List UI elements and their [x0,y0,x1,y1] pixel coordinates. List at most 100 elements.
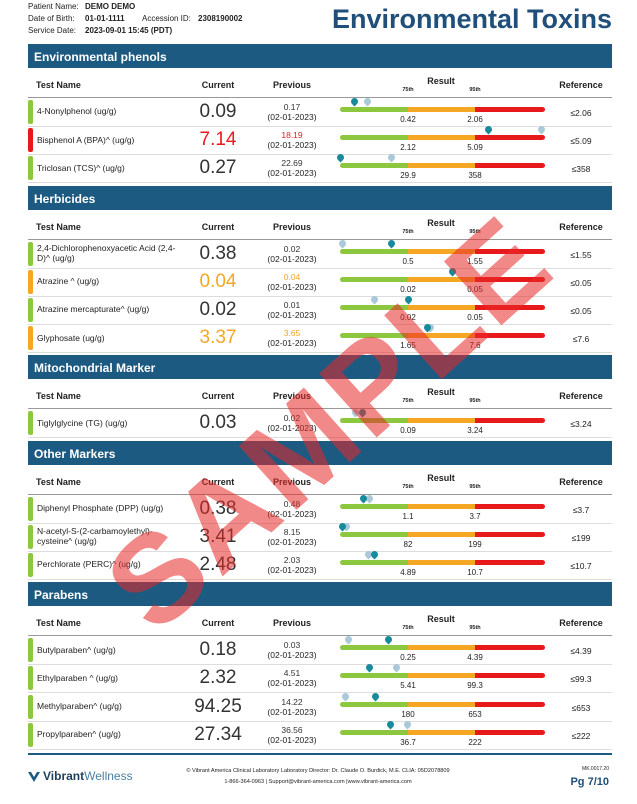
previous-date: (02-01-2023) [267,423,317,434]
reference: ≤3.24 [570,419,592,430]
column-header: 95th [469,625,481,632]
flag [28,638,33,663]
column-header: Previous [272,391,312,402]
row-rule [28,579,612,580]
test-name: N-acetyl-S-(2-carbamoylethyl)-cysteine^ … [37,526,153,546]
row-rule [28,437,612,439]
column-header: Test Name [36,80,81,90]
range-green [340,248,408,254]
p95-label: 2.06 [467,115,483,124]
p95-label: 7.6 [469,341,481,351]
flag [28,524,33,549]
logo-vibrant: Vibrant [43,769,85,783]
range-green [340,163,408,169]
previous-value: 0.03 [283,640,301,651]
header-rule [28,408,612,410]
column-header: Previous [272,618,312,629]
header-rule [28,238,612,240]
column-header: Test Name [36,391,81,402]
current-value: 7.14 [199,129,237,151]
reference: ≤1.55 [570,249,592,260]
flag [28,722,33,747]
patient-name-label: Patient Name: [28,2,79,11]
column-header: Current [201,476,235,487]
range-red [475,729,545,735]
range-red [475,673,545,679]
section-title: Mitochondrial Marker [28,355,612,380]
range-red [475,503,545,509]
previous-value: 36.56 [281,724,303,735]
current-value: 0.38 [199,242,237,264]
current-value: 2.48 [199,554,237,575]
p75-label: 29.9 [400,171,416,181]
p95-label: 222 [468,737,482,747]
current-value: 0.27 [199,157,237,179]
header-rule [28,493,612,495]
p95-label: 0.05 [467,284,483,294]
page-title: Environmental Toxins [331,4,612,34]
range-green [340,276,408,282]
p75-label: 2.12 [400,143,416,153]
reference: ≤199 [571,532,591,543]
footer-line-2: 1-866-364-0963 | Support@vibrant-america… [224,779,412,785]
previous-marker [362,96,373,107]
current-marker [384,634,394,645]
column-header: Current [201,221,235,232]
range-green [340,701,408,707]
flag [28,298,33,322]
p95-label: 199 [468,539,482,549]
range-orange [408,531,475,537]
footer-line-1: © Vibrant America Clinical Laboratory La… [186,768,450,774]
previous-date: (02-01-2023) [267,565,317,575]
current-value: 3.41 [199,525,237,547]
row-rule [28,352,612,354]
footer-rule [28,753,612,755]
current-value: 0.18 [199,639,237,661]
range-red [475,305,545,310]
range-orange [408,418,475,424]
reference: ≤0.05 [570,277,592,288]
current-value: 94.25 [194,695,242,717]
p95-label: 358 [468,171,482,181]
test-name: Glyphosate (ug/g) [37,332,105,343]
test-name: Bisphenol A (BPA)^ (ug/g) [37,134,135,145]
p95-label: 3.24 [467,426,483,436]
previous-date: (02-01-2023) [267,140,317,151]
current-value: 0.04 [199,270,237,292]
column-header: Current [201,80,235,90]
p75-label: 180 [401,709,415,719]
logo: VibrantWellness [43,769,133,783]
test-name: 4-Nonylphenol (ug/g) [37,106,117,117]
range-orange [408,673,475,679]
p95-label: 0.05 [467,313,483,322]
column-header: 95th [469,87,481,93]
section-title: Other Markers [28,440,612,465]
reference: ≤4.39 [570,646,592,657]
column-header: Previous [272,221,312,232]
range-red [475,418,545,424]
row-rule [28,748,612,750]
previous-date: (02-01-2023) [267,734,317,745]
range-red [475,107,545,112]
row-rule [28,664,612,666]
reference: ≤0.05 [570,306,592,316]
p95-label: 1.55 [467,256,483,266]
current-value: 27.34 [194,723,242,745]
range-red [475,163,545,169]
dob-label: Date of Birth: [28,14,75,23]
p75-label: 5.41 [400,681,416,691]
current-marker [386,238,397,249]
flag [28,128,33,153]
previous-value: 0.02 [283,413,301,424]
range-orange [408,729,475,735]
previous-date: (02-01-2023) [267,678,317,689]
range-orange [408,163,475,169]
p75-label: 4.89 [400,568,416,577]
row-rule [28,324,612,325]
previous-value: 18.19 [281,130,303,141]
previous-value: 8.15 [283,526,301,537]
range-green [340,673,408,679]
current-marker [349,96,360,107]
previous-date: (02-01-2023) [267,536,317,547]
column-header: Previous [272,80,312,90]
